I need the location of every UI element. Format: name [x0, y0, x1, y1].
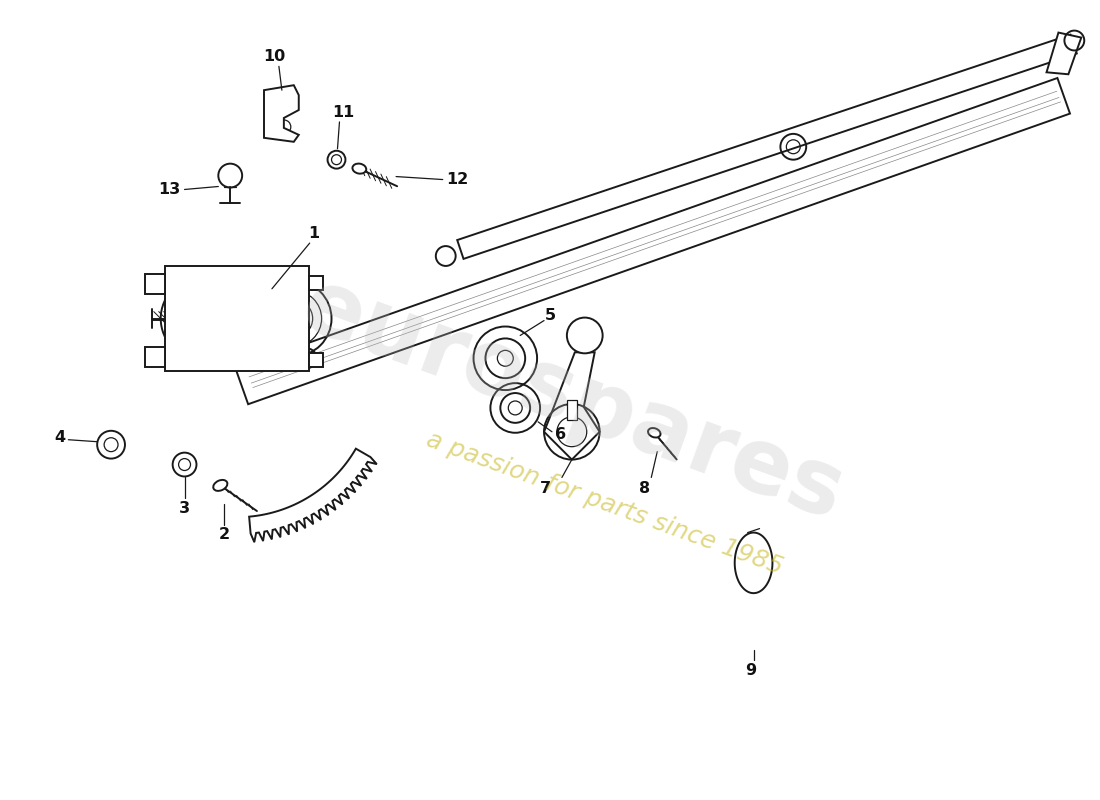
Ellipse shape [352, 163, 366, 174]
Text: 5: 5 [544, 308, 557, 323]
Text: 1: 1 [308, 226, 319, 241]
Polygon shape [264, 86, 299, 142]
Ellipse shape [648, 428, 660, 438]
Bar [566, 400, 576, 420]
Text: 8: 8 [639, 482, 650, 497]
Bar [165, 266, 309, 370]
Text: 12: 12 [446, 172, 468, 187]
Ellipse shape [213, 480, 228, 491]
Text: 10: 10 [263, 50, 285, 64]
Bar [309, 276, 323, 290]
Bar [145, 274, 165, 294]
Polygon shape [249, 449, 376, 542]
Text: 3: 3 [179, 502, 190, 516]
Bar [309, 353, 323, 366]
Polygon shape [1046, 33, 1081, 74]
Text: 4: 4 [54, 430, 65, 446]
Text: 9: 9 [745, 663, 756, 678]
Polygon shape [235, 78, 1070, 404]
Bar [145, 347, 165, 366]
Circle shape [289, 314, 298, 322]
Text: a passion for parts since 1985: a passion for parts since 1985 [424, 427, 786, 579]
Circle shape [566, 318, 603, 354]
Text: 11: 11 [332, 105, 354, 120]
Text: 13: 13 [158, 182, 180, 197]
Polygon shape [735, 533, 772, 593]
Polygon shape [458, 34, 1077, 259]
Text: 7: 7 [539, 482, 551, 497]
Text: eurospares: eurospares [289, 261, 855, 539]
Polygon shape [544, 352, 600, 459]
Text: 6: 6 [556, 427, 566, 442]
Text: 2: 2 [219, 527, 230, 542]
